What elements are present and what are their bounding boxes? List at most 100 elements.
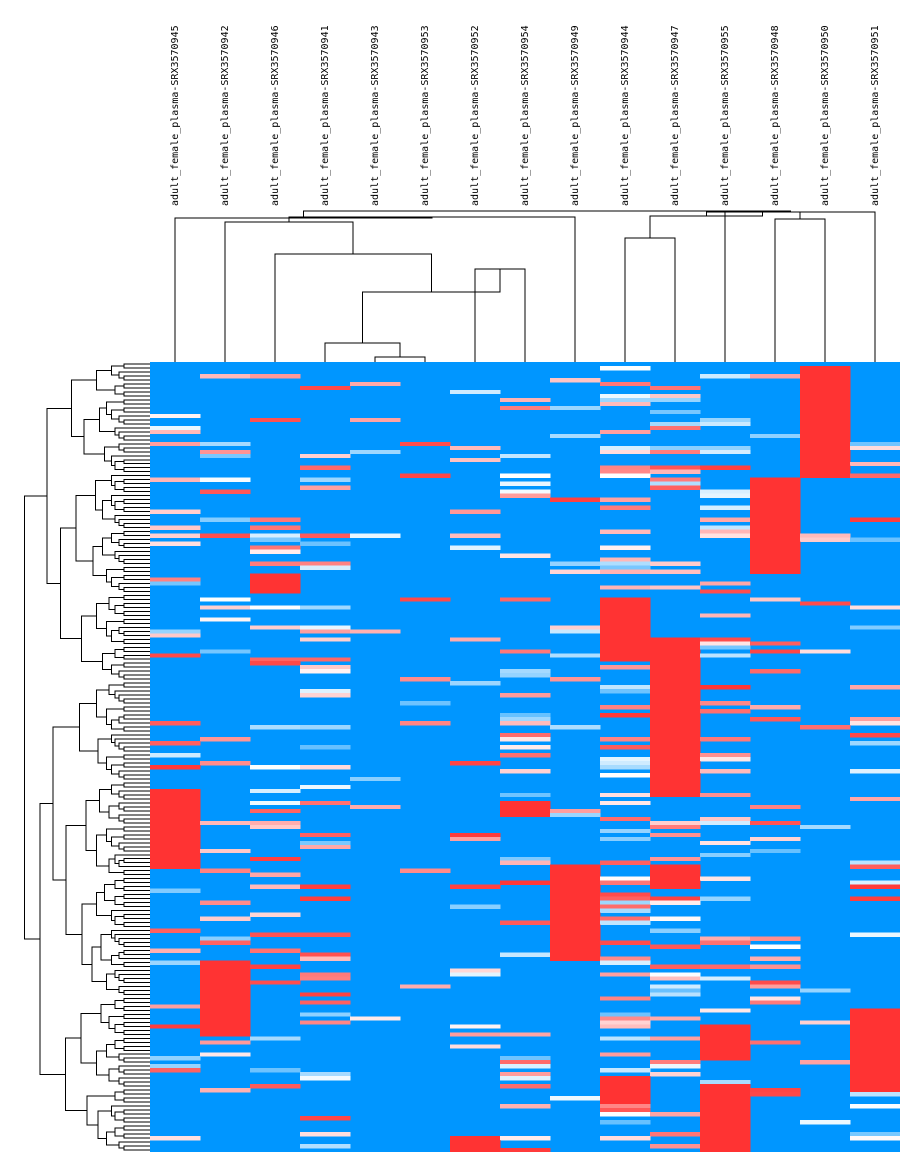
row-dendrogram-link bbox=[118, 415, 150, 423]
column-label: adult_female_plasma-SRX3570942 bbox=[220, 25, 231, 206]
heatmap-cell bbox=[300, 637, 351, 642]
row-dendrogram-link bbox=[111, 629, 125, 642]
column-label: adult_female_plasma-SRX3570953 bbox=[420, 25, 431, 206]
heatmap-cell bbox=[650, 856, 701, 862]
heatmap-cell bbox=[200, 940, 251, 945]
heatmap-cell bbox=[600, 613, 651, 618]
heatmap-cell bbox=[850, 1008, 900, 1013]
column-label: adult_female_plasma-SRX3570944 bbox=[620, 25, 631, 206]
heatmap-cell bbox=[200, 980, 251, 985]
heatmap-cell bbox=[300, 1116, 351, 1121]
heatmap-cell bbox=[600, 505, 651, 510]
heatmap-cell bbox=[450, 1140, 501, 1145]
heatmap-cell bbox=[650, 469, 701, 475]
row-dendrogram-link bbox=[123, 682, 150, 688]
row-dendrogram-link bbox=[114, 999, 125, 1009]
heatmap-cell bbox=[700, 1008, 751, 1013]
column-dendrogram-link bbox=[288, 216, 576, 362]
heatmap-cell bbox=[650, 585, 701, 590]
heatmap-cell bbox=[600, 745, 651, 750]
heatmap-cell bbox=[700, 373, 751, 379]
heatmap-cell bbox=[200, 617, 251, 622]
row-dendrogram-link bbox=[106, 828, 125, 842]
heatmap-cell bbox=[600, 565, 651, 570]
heatmap-cell bbox=[600, 605, 651, 610]
heatmap-cell bbox=[750, 980, 801, 985]
heatmap-cell bbox=[600, 601, 651, 606]
heatmap-cell bbox=[300, 1076, 351, 1081]
heatmap-cell bbox=[200, 533, 251, 538]
heatmap-cell bbox=[300, 561, 351, 566]
heatmap-cell bbox=[150, 824, 201, 830]
row-dendrogram-link bbox=[123, 654, 150, 660]
heatmap-cell bbox=[550, 936, 601, 941]
heatmap-cell bbox=[800, 537, 851, 542]
row-dendrogram-link bbox=[118, 716, 150, 724]
row-dendrogram-link bbox=[95, 602, 109, 630]
heatmap-cell bbox=[650, 792, 701, 798]
row-dendrogram-link bbox=[123, 1037, 150, 1043]
column-label: adult_female_plasma-SRX3570950 bbox=[820, 25, 831, 206]
heatmap-cell bbox=[550, 956, 601, 961]
row-dendrogram-link bbox=[98, 788, 112, 813]
heatmap-cell bbox=[250, 657, 301, 662]
heatmap-cell bbox=[500, 804, 551, 810]
heatmap-cell bbox=[800, 433, 851, 439]
heatmap-cell bbox=[600, 996, 651, 1001]
row-dendrogram-link bbox=[123, 878, 150, 884]
heatmap-cell bbox=[200, 1052, 251, 1057]
heatmap-cell bbox=[300, 565, 351, 570]
heatmap-cell bbox=[150, 840, 201, 846]
heatmap-cell bbox=[800, 385, 851, 391]
heatmap-cell bbox=[750, 984, 801, 989]
heatmap-cell bbox=[250, 1084, 301, 1089]
heatmap-cell bbox=[150, 509, 201, 514]
row-dendrogram-link bbox=[123, 610, 150, 616]
heatmap-cell bbox=[750, 505, 801, 510]
heatmap-cell bbox=[650, 757, 701, 762]
row-dendrogram-link bbox=[102, 500, 116, 520]
column-dendrogram-link bbox=[774, 218, 826, 362]
heatmap-cell bbox=[150, 633, 201, 638]
row-dendrogram-link bbox=[123, 902, 150, 908]
heatmap-cell bbox=[550, 405, 601, 411]
heatmap-cell bbox=[150, 1064, 201, 1069]
row-dendrogram-link bbox=[102, 652, 116, 671]
heatmap-cell bbox=[600, 561, 651, 566]
heatmap-cell bbox=[850, 1068, 900, 1073]
heatmap-cell bbox=[500, 405, 551, 411]
heatmap-cell bbox=[450, 832, 501, 838]
heatmap-cell bbox=[200, 992, 251, 997]
heatmap-cell bbox=[150, 792, 201, 798]
heatmap-cell bbox=[700, 1108, 751, 1113]
heatmap-cell bbox=[600, 940, 651, 945]
heatmap-cell bbox=[300, 669, 351, 674]
heatmap-cell bbox=[300, 832, 351, 838]
heatmap-cell bbox=[650, 561, 701, 566]
heatmap-cell bbox=[200, 1000, 251, 1005]
heatmap-cell bbox=[650, 972, 701, 977]
heatmap-cell bbox=[650, 449, 701, 455]
heatmap-cell bbox=[600, 1108, 651, 1113]
heatmap-cell bbox=[700, 896, 751, 901]
heatmap-cell bbox=[450, 1044, 501, 1049]
row-dendrogram-link bbox=[123, 391, 150, 397]
heatmap-cell bbox=[500, 1056, 551, 1061]
heatmap-cell bbox=[850, 441, 900, 447]
row-dendrogram-link bbox=[123, 559, 150, 564]
heatmap-cell bbox=[200, 489, 251, 494]
heatmap-cell bbox=[800, 425, 851, 431]
heatmap-cell bbox=[700, 517, 751, 522]
row-dendrogram-link bbox=[123, 1069, 150, 1075]
heatmap-cell bbox=[600, 892, 651, 897]
row-dendrogram-link bbox=[123, 1109, 150, 1115]
heatmap-cell bbox=[300, 385, 351, 391]
heatmap-cell bbox=[400, 677, 451, 682]
row-dendrogram-link bbox=[118, 860, 150, 868]
heatmap-cell bbox=[450, 457, 501, 463]
heatmap-cell bbox=[250, 537, 301, 542]
heatmap-cell bbox=[450, 533, 501, 538]
heatmap-cell bbox=[750, 848, 801, 854]
heatmap-cell bbox=[250, 980, 301, 985]
heatmap-cell bbox=[200, 996, 251, 1001]
